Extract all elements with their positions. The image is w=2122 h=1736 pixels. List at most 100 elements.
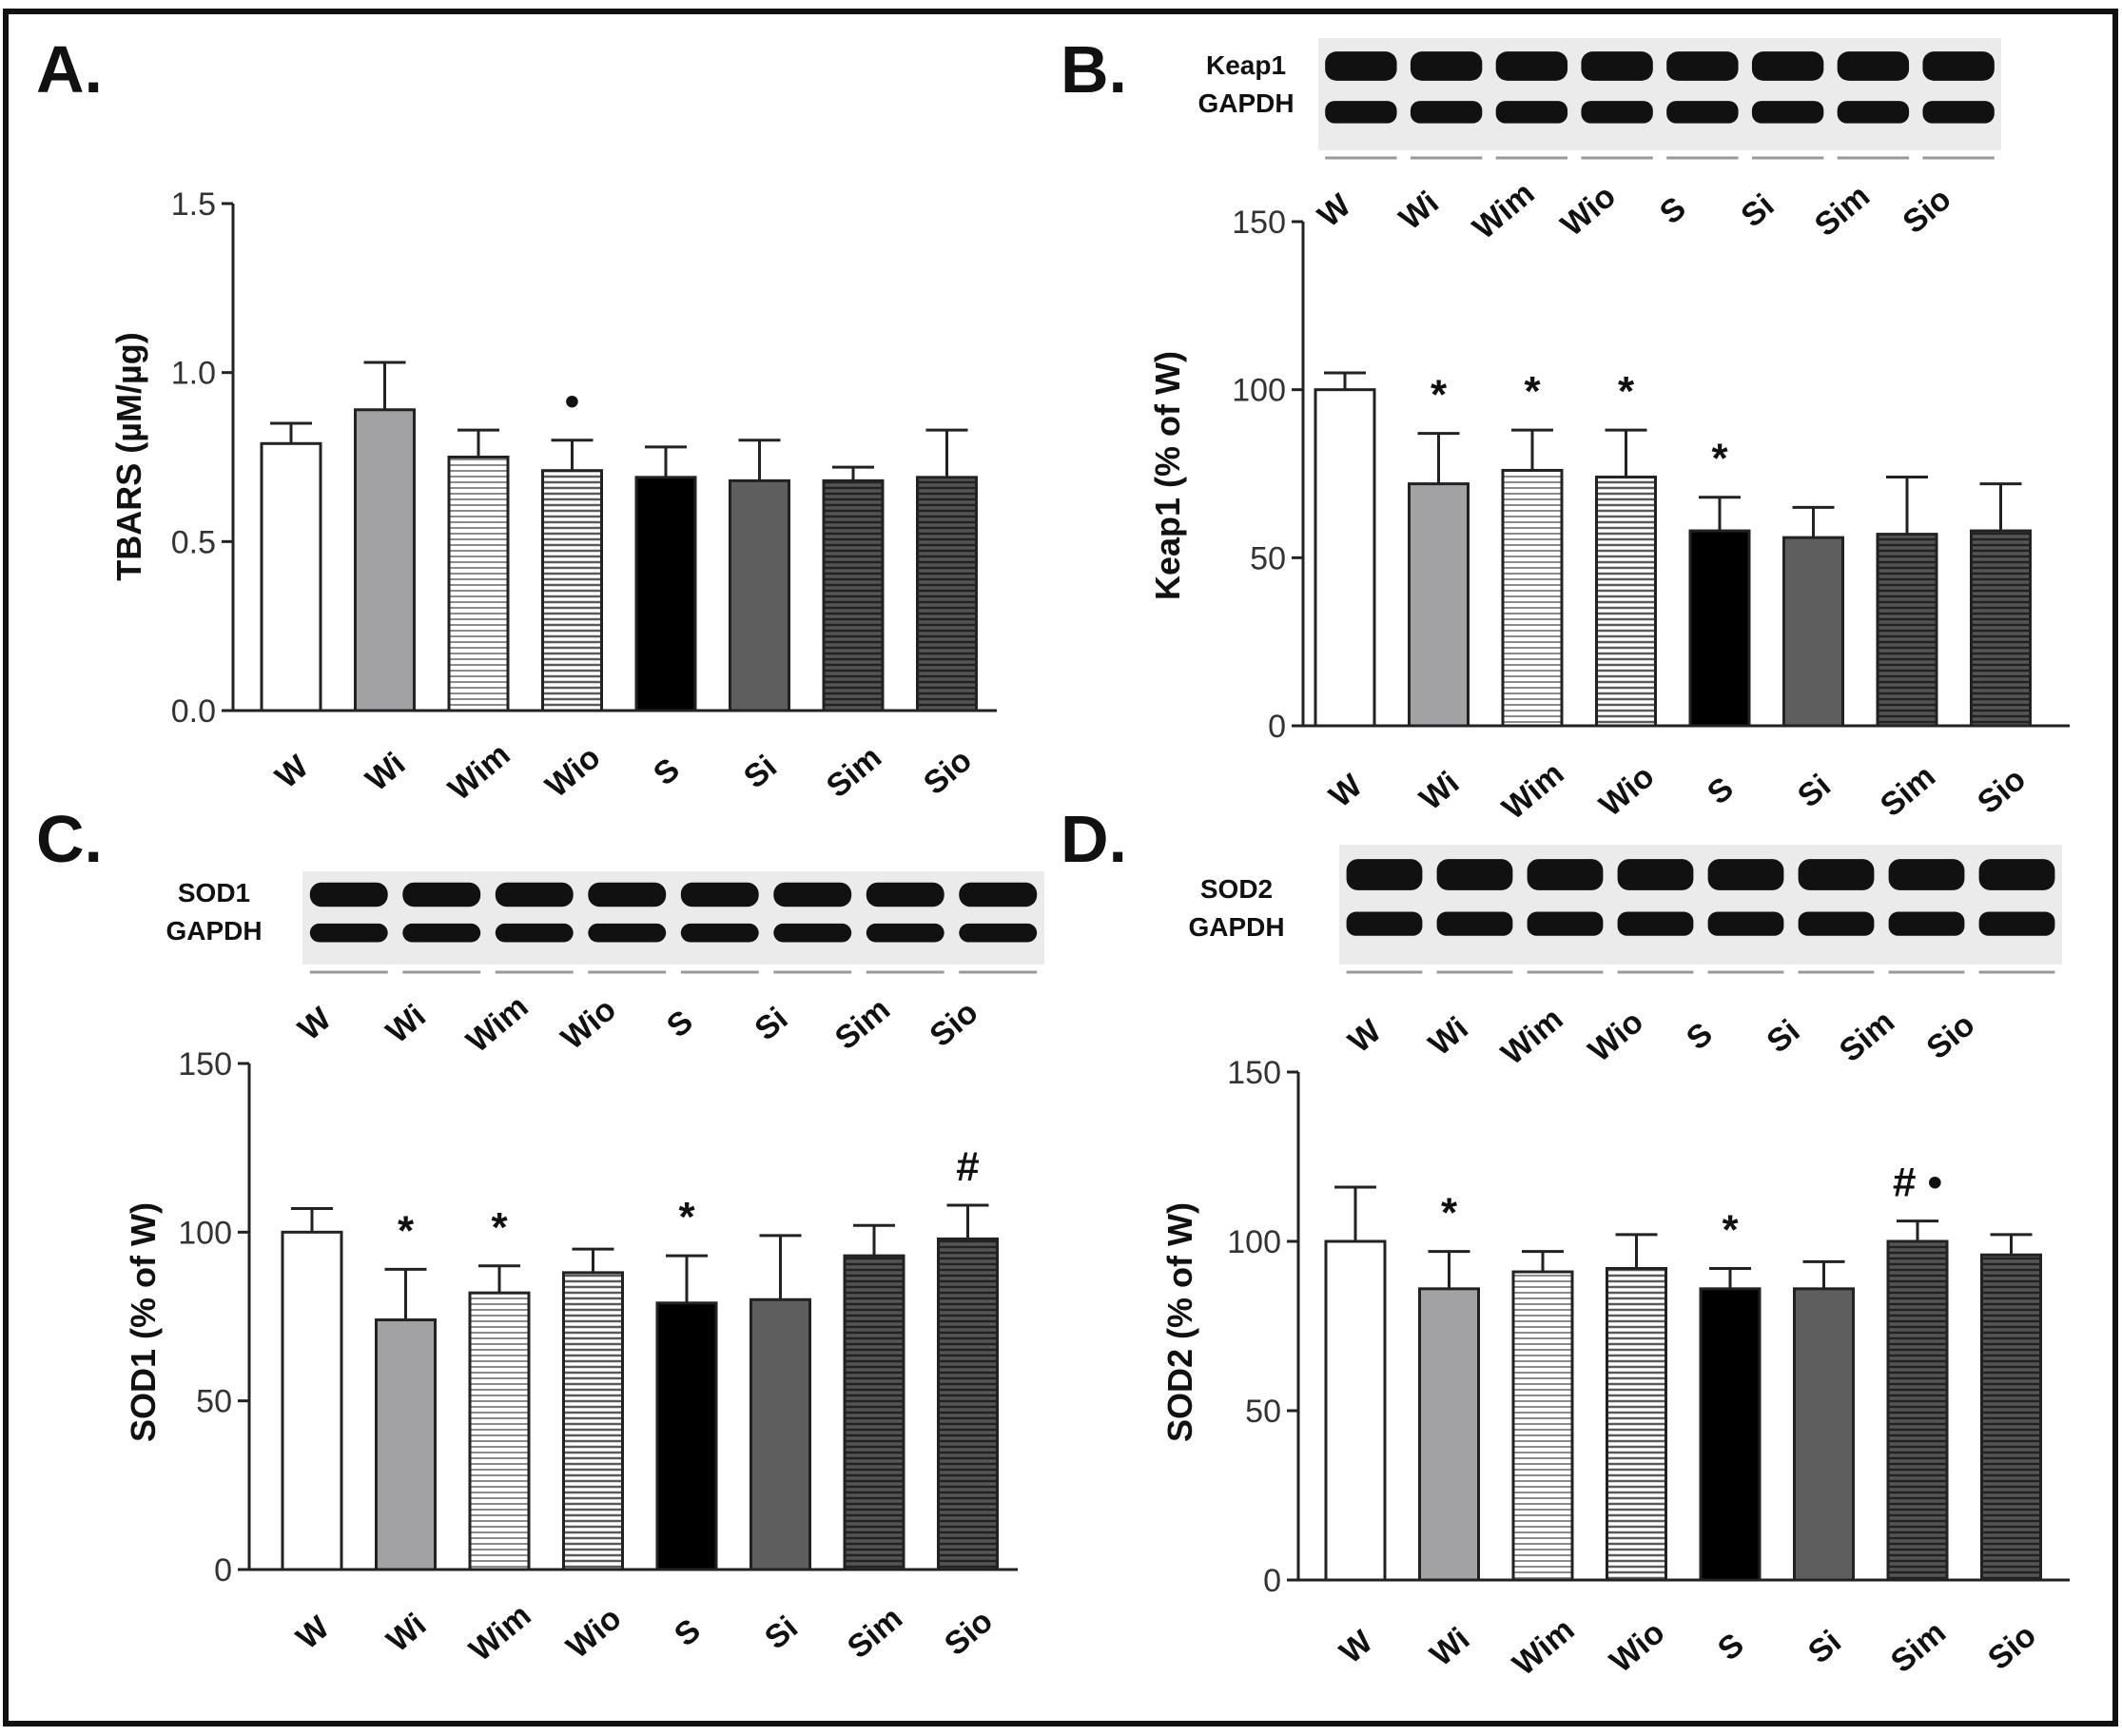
bar-si xyxy=(729,478,790,712)
bar-w xyxy=(260,441,322,712)
significance-mark: * xyxy=(678,1194,695,1240)
y-tick-label: 100 xyxy=(1232,373,1286,409)
x-category-label: Wi xyxy=(1412,765,1466,818)
blot-lane-label: Wim xyxy=(459,988,535,1060)
blot-label: SOD2 xyxy=(1200,874,1273,904)
significance-mark: * xyxy=(1722,1206,1739,1253)
x-category-label: S xyxy=(647,751,687,793)
bar-wi xyxy=(1408,482,1470,728)
blot-band-bottom xyxy=(1346,911,1423,936)
y-tick-label: 0 xyxy=(214,1552,232,1589)
blot-band-bottom xyxy=(1495,101,1568,124)
blot-label: GAPDH xyxy=(1197,88,1294,118)
significance-mark: * xyxy=(1431,372,1448,419)
bar-s xyxy=(1688,529,1751,728)
blot-band-top xyxy=(1410,51,1483,81)
significance-mark: * xyxy=(1618,368,1635,415)
blot-lane-label: W xyxy=(1311,186,1358,234)
blot-band-bottom xyxy=(495,923,574,943)
bar-sio xyxy=(1980,1253,2042,1582)
y-tick-label: 100 xyxy=(1227,1224,1281,1260)
blot-lane-label: S xyxy=(1653,190,1693,232)
bar-s xyxy=(634,476,697,712)
blot-lane-label: Si xyxy=(1760,1013,1806,1061)
blot-band-bottom xyxy=(1410,101,1483,124)
bar-sim xyxy=(1876,533,1938,728)
panels: A. TBARS (µM/µg) 0.0 0.5 1.0 1.5 W Wi Wim • Wio S Si… xyxy=(36,32,2070,1683)
x-category-label: Sim xyxy=(1884,1614,1953,1680)
x-category-label: Wim xyxy=(1506,1611,1581,1683)
y-tick-label: 150 xyxy=(1232,205,1286,241)
bar-wio xyxy=(1606,1266,1667,1582)
blot-label: SOD1 xyxy=(178,878,250,907)
blot-lane-label: W xyxy=(291,1000,339,1047)
panel-letter: C. xyxy=(36,802,103,876)
y-tick-label: 100 xyxy=(178,1215,232,1251)
blot-label: GAPDH xyxy=(1188,912,1284,942)
bar-wim xyxy=(1511,1270,1574,1582)
blot-band-top xyxy=(1922,51,1995,81)
y-axis-label: SOD1 (% of W) xyxy=(124,1202,163,1442)
blot-band-bottom xyxy=(1837,101,1910,124)
x-category-label: Wio xyxy=(1592,758,1661,824)
bar-sim xyxy=(843,1254,905,1571)
x-category-label: S xyxy=(1701,770,1741,812)
bar-si xyxy=(1782,536,1844,728)
blot-band-bottom xyxy=(680,923,759,943)
x-category-label: Si xyxy=(1791,768,1838,815)
blot-lane-label: Sim xyxy=(828,991,897,1057)
blot-band-bottom xyxy=(1888,911,1965,936)
blot-band-bottom xyxy=(1707,911,1784,936)
x-category-label: Wim xyxy=(462,1597,537,1668)
blot-lane-label: Sio xyxy=(1896,181,1957,241)
panel-letter: B. xyxy=(1061,32,1127,107)
y-axis-label: Keap1 (% of W) xyxy=(1148,351,1187,600)
blot-band-bottom xyxy=(1581,101,1653,124)
y-tick-label: 50 xyxy=(1250,540,1286,576)
bar-sim xyxy=(1886,1239,1949,1582)
x-category-label: Sim xyxy=(1874,758,1942,824)
bar-wi xyxy=(1418,1287,1480,1582)
significance-mark: • xyxy=(565,379,579,425)
blot-band-top xyxy=(1527,859,1604,890)
bar-w xyxy=(1314,388,1376,728)
blot-band-bottom xyxy=(1617,911,1694,936)
significance-mark: # xyxy=(956,1143,979,1190)
x-category-label: S xyxy=(668,1612,708,1654)
blot-lane-label: Si xyxy=(748,1001,794,1048)
y-tick-label: 150 xyxy=(178,1046,232,1083)
blot-band-top xyxy=(1325,51,1397,81)
blot-band-top xyxy=(773,882,852,907)
blot-band-top xyxy=(680,882,759,907)
blot-band-top xyxy=(1666,51,1739,81)
y-tick-label: 0.5 xyxy=(171,524,216,560)
x-category-label: Si xyxy=(737,749,784,796)
blot-band-bottom xyxy=(1922,101,1995,124)
x-category-label: Wi xyxy=(359,746,412,799)
blot-band-top xyxy=(866,882,944,907)
blot-lane-label: Wio xyxy=(555,991,623,1057)
significance-mark: * xyxy=(398,1207,415,1254)
blot-band-top xyxy=(1617,859,1694,890)
blot-band-bottom xyxy=(1436,911,1513,936)
bar-sio xyxy=(937,1237,999,1571)
blot-band-top xyxy=(1346,859,1423,890)
figure-frame xyxy=(3,9,2118,1726)
significance-mark: # • xyxy=(1893,1160,1942,1206)
bar-wim xyxy=(468,1291,531,1571)
y-tick-label: 0 xyxy=(1268,709,1286,745)
blot-band-top xyxy=(1978,859,2055,890)
blot-band-top xyxy=(402,882,481,907)
x-category-label: Si xyxy=(758,1609,805,1657)
blot-band-bottom xyxy=(588,923,667,943)
x-category-label: Wi xyxy=(1423,1621,1476,1674)
y-tick-label: 50 xyxy=(1245,1394,1281,1430)
bar-wio xyxy=(1595,476,1657,728)
blot-band-top xyxy=(1495,51,1568,81)
blot-lane-label: S xyxy=(660,1004,700,1045)
bar-wio xyxy=(541,469,603,712)
x-category-label: Wio xyxy=(538,739,607,805)
bar-s xyxy=(655,1301,718,1571)
